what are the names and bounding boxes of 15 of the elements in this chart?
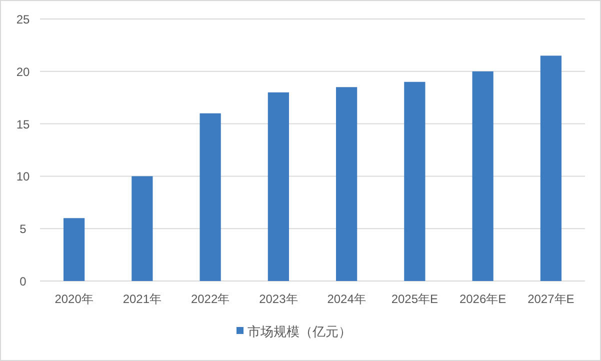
x-tick-label: 2022年 <box>190 292 230 306</box>
x-tick-label: 2020年 <box>54 292 94 306</box>
y-tick-label: 10 <box>16 170 30 184</box>
y-tick-label: 25 <box>16 12 30 26</box>
y-tick-label: 15 <box>16 117 30 132</box>
y-tick-label: 5 <box>20 222 27 236</box>
y-tick-label: 0 <box>20 274 27 288</box>
x-tick-label: 2023年 <box>259 292 298 306</box>
x-tick-label: 2026年E <box>459 292 506 306</box>
x-tick-label: 2021年 <box>122 292 162 306</box>
legend-label: 市场规模（亿元） <box>248 324 352 339</box>
x-tick-label: 2025年E <box>391 292 438 306</box>
x-tick-label: 2027年E <box>528 292 574 306</box>
x-tick-label: 2024年 <box>327 292 366 306</box>
y-tick-label: 20 <box>16 64 30 79</box>
